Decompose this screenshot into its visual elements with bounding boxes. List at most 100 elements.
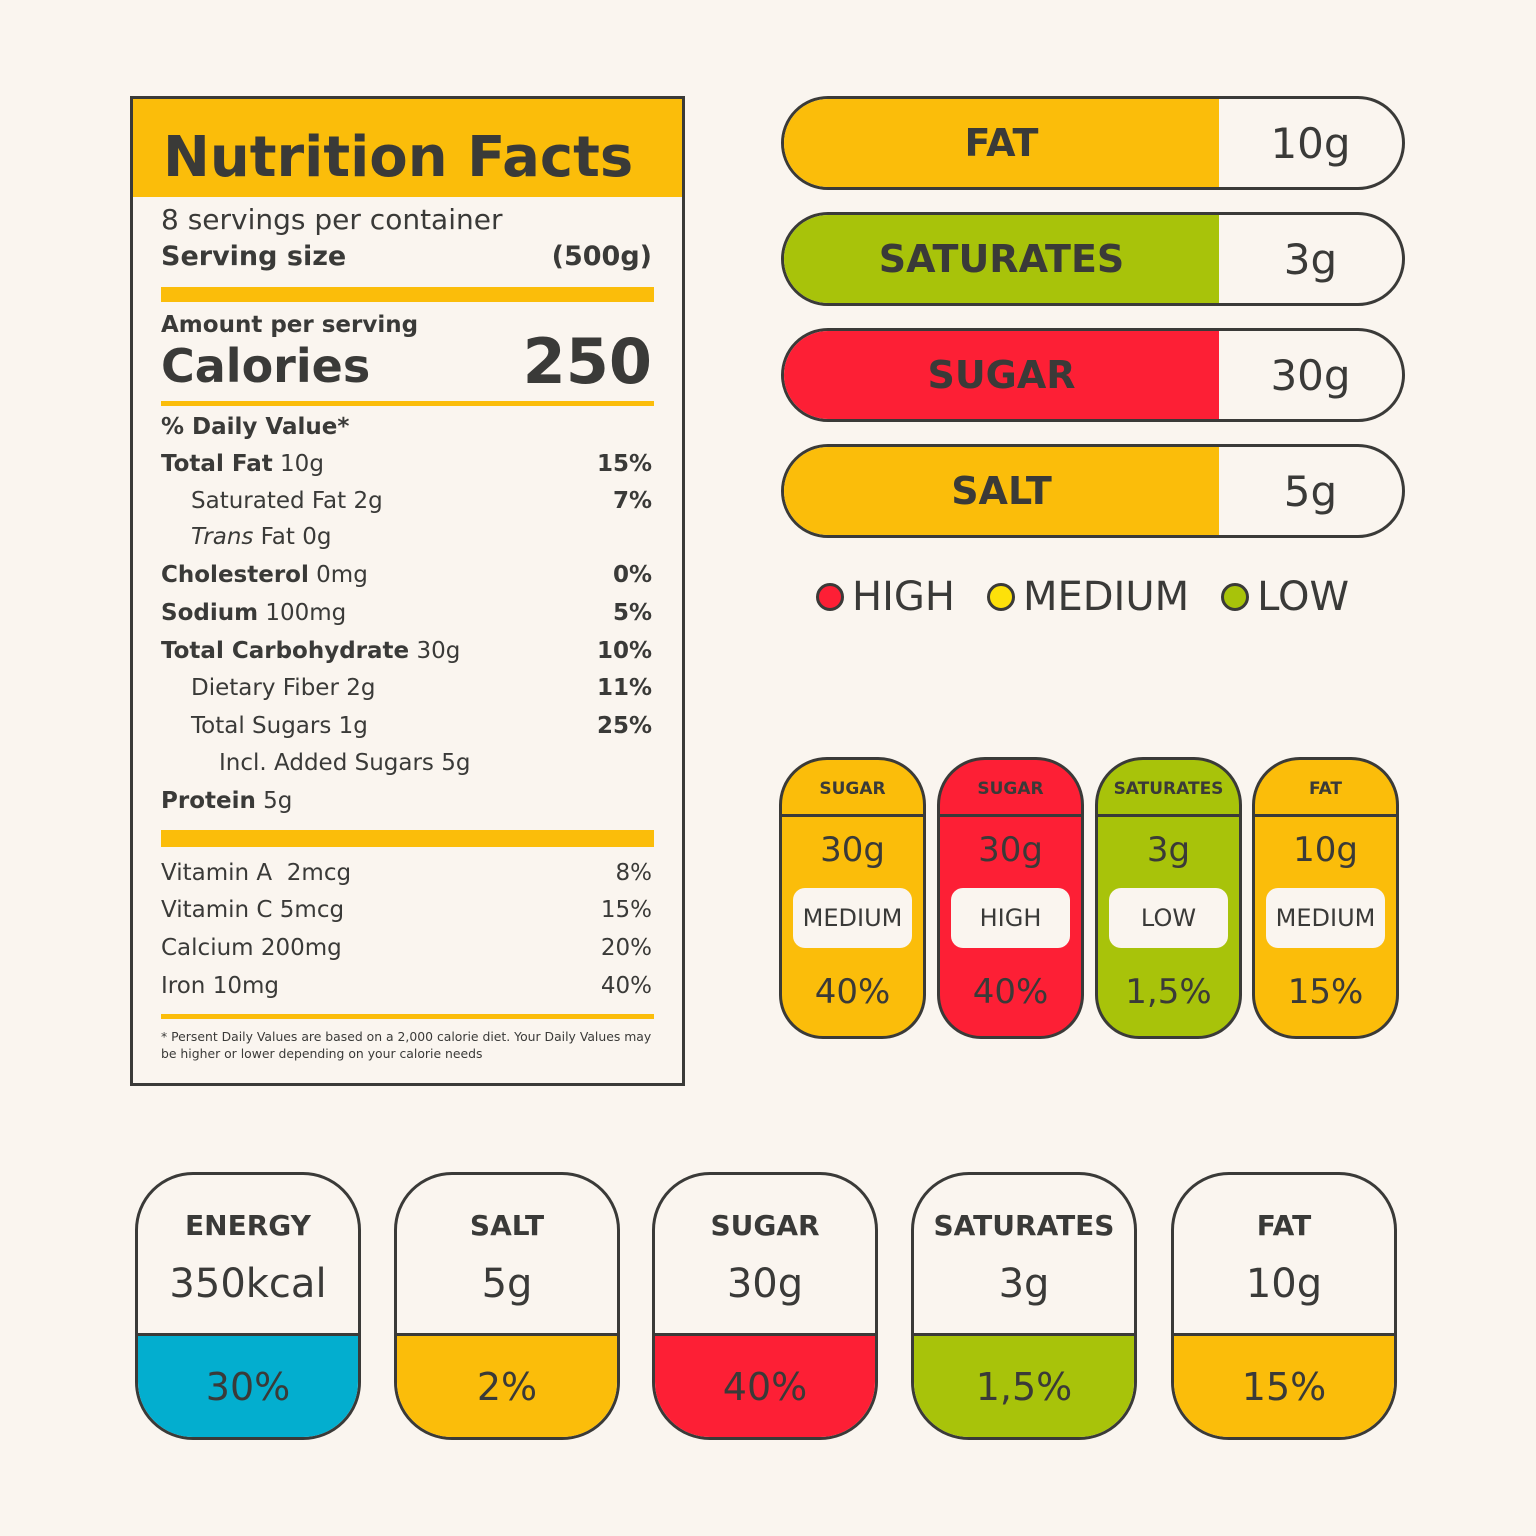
- legend-label: LOW: [1257, 574, 1350, 620]
- traffic-card-label: SATURATES: [1098, 760, 1239, 817]
- divider-medium: [161, 1014, 654, 1019]
- traffic-card-value: 10g: [1293, 830, 1358, 870]
- nutrition-facts-label: Nutrition Facts 8 servings per container…: [130, 96, 685, 1086]
- pill-label: FAT: [784, 99, 1219, 187]
- level-legend: HIGH MEDIUM LOW: [816, 574, 1381, 620]
- bottom-card-label: SUGAR: [710, 1209, 820, 1242]
- vitamin-row-calcium: Calcium 200mg 20%: [161, 935, 652, 969]
- serving-size-label: Serving size: [161, 241, 347, 272]
- legend-label: MEDIUM: [1022, 574, 1190, 620]
- nutrient-row-saturated-fat: Saturated Fat 2g 7%: [161, 488, 652, 522]
- pill-sugar: SUGAR 30g: [781, 328, 1405, 422]
- legend-item-high: HIGH: [816, 574, 955, 620]
- nutrient-amount: 10g: [280, 451, 324, 477]
- nutrient-amount: 2g: [353, 488, 383, 514]
- vitamin-pct: 20%: [600, 935, 652, 961]
- red-dot-icon: [816, 583, 844, 611]
- traffic-card-pct: 40%: [814, 972, 891, 1012]
- vitamin-amount: 2mcg: [286, 860, 352, 886]
- nutrient-name: Sodium: [161, 600, 259, 626]
- vitamin-row-a: Vitamin A 2mcg 8%: [161, 860, 652, 894]
- nutrient-name: Saturated Fat: [191, 488, 347, 514]
- vitamin-pct: 15%: [600, 897, 652, 923]
- pill-value: 30g: [1270, 350, 1351, 400]
- nutrient-row-trans-fat: Trans Fat 0g: [161, 524, 652, 558]
- traffic-card-value: 30g: [820, 830, 885, 870]
- nutrient-pct: 25%: [596, 713, 652, 739]
- bottom-card-energy: ENERGY 350kcal 30%: [135, 1172, 361, 1440]
- pill-value: 3g: [1283, 234, 1338, 284]
- servings-per-container: 8 servings per container: [161, 203, 503, 236]
- pill-label: SATURATES: [784, 215, 1219, 303]
- bottom-card-sugar: SUGAR 30g 40%: [652, 1172, 878, 1440]
- nutrient-name: Total Carbohydrate: [161, 638, 410, 664]
- nutrient-pct: 5%: [612, 600, 652, 626]
- legend-item-medium: MEDIUM: [986, 574, 1190, 620]
- vitamin-pct: 40%: [600, 973, 652, 999]
- traffic-card-label: SUGAR: [782, 760, 923, 817]
- bottom-card-pct: 15%: [1174, 1333, 1394, 1437]
- vitamin-row-iron: Iron 10mg 40%: [161, 973, 652, 1007]
- traffic-card-level-badge: MEDIUM: [1266, 888, 1385, 948]
- bottom-card-label: SALT: [469, 1209, 545, 1242]
- vitamin-pct: 8%: [615, 860, 653, 886]
- yellow-dot-icon: [986, 583, 1015, 611]
- traffic-card-level-badge: MEDIUM: [793, 888, 912, 948]
- nutrient-amount: 5g: [263, 788, 293, 814]
- nutrient-pct: 11%: [596, 675, 652, 701]
- divider-thick: [161, 287, 654, 302]
- nutrient-row-total-carbohydrate: Total Carbohydrate 30g 10%: [161, 638, 652, 672]
- bottom-card-fat: FAT 10g 15%: [1171, 1172, 1397, 1440]
- nutrient-name: Fat: [253, 524, 295, 550]
- vitamin-amount: 10mg: [212, 973, 279, 999]
- vitamin-name: Iron: [161, 973, 206, 999]
- legend-label: HIGH: [852, 574, 955, 620]
- traffic-card-sugar-medium: SUGAR 30g MEDIUM 40%: [779, 757, 926, 1039]
- traffic-card-level-badge: LOW: [1109, 888, 1228, 948]
- nutrition-facts-title: Nutrition Facts: [163, 125, 634, 190]
- bottom-card-label: SATURATES: [933, 1209, 1115, 1242]
- traffic-card-label: FAT: [1255, 760, 1396, 817]
- traffic-card-level-badge: HIGH: [951, 888, 1070, 948]
- pill-label: SUGAR: [784, 331, 1219, 419]
- nutrient-amount: 1g: [338, 713, 368, 739]
- bottom-card-value: 350kcal: [169, 1261, 327, 1307]
- nutrient-amount: 0mg: [316, 562, 368, 588]
- nutrient-name: Cholesterol: [161, 562, 309, 588]
- calories-value: 250: [522, 325, 652, 398]
- traffic-card-fat-medium: FAT 10g MEDIUM 15%: [1252, 757, 1399, 1039]
- bottom-card-pct: 2%: [397, 1333, 617, 1437]
- bottom-card-label: FAT: [1256, 1209, 1312, 1242]
- vitamin-name: Vitamin A: [161, 860, 273, 886]
- nutrient-name: Dietary Fiber: [191, 675, 339, 701]
- nutrient-amount: 2g: [346, 675, 376, 701]
- nutrient-row-total-sugars: Total Sugars 1g 25%: [161, 713, 652, 747]
- nutrient-pct: 15%: [596, 451, 652, 477]
- nutrient-amount: 5g: [441, 750, 471, 776]
- footnote-line-1: * Persent Daily Values are based on a 2,…: [161, 1029, 652, 1044]
- nutrient-amount: 100mg: [265, 600, 347, 626]
- bottom-card-pct: 40%: [655, 1333, 875, 1437]
- traffic-card-label: SUGAR: [940, 760, 1081, 817]
- nutrition-facts-header: Nutrition Facts: [133, 99, 682, 197]
- bottom-card-value: 10g: [1245, 1261, 1323, 1307]
- vitamin-amount: 200mg: [260, 935, 342, 961]
- nutrient-name: Total Fat: [161, 451, 273, 477]
- nutrient-name: Protein: [161, 788, 256, 814]
- nutrient-amount: 0g: [302, 524, 332, 550]
- bottom-card-label: ENERGY: [185, 1209, 311, 1242]
- vitamin-name: Calcium: [161, 935, 254, 961]
- bottom-card-saturates: SATURATES 3g 1,5%: [911, 1172, 1137, 1440]
- traffic-card-saturates-low: SATURATES 3g LOW 1,5%: [1095, 757, 1242, 1039]
- calories-label: Calories: [161, 339, 371, 393]
- traffic-card-pct: 40%: [972, 972, 1049, 1012]
- divider-thick: [161, 830, 654, 847]
- bottom-card-pct: 1,5%: [914, 1333, 1134, 1437]
- vitamin-name: Vitamin C: [161, 897, 273, 923]
- pill-value: 5g: [1283, 466, 1338, 516]
- nutrient-amount: 30g: [416, 638, 461, 664]
- legend-item-low: LOW: [1221, 574, 1349, 620]
- amount-per-serving: Amount per serving: [161, 312, 419, 338]
- nutrient-row-sodium: Sodium 100mg 5%: [161, 600, 652, 634]
- traffic-card-sugar-high: SUGAR 30g HIGH 40%: [937, 757, 1084, 1039]
